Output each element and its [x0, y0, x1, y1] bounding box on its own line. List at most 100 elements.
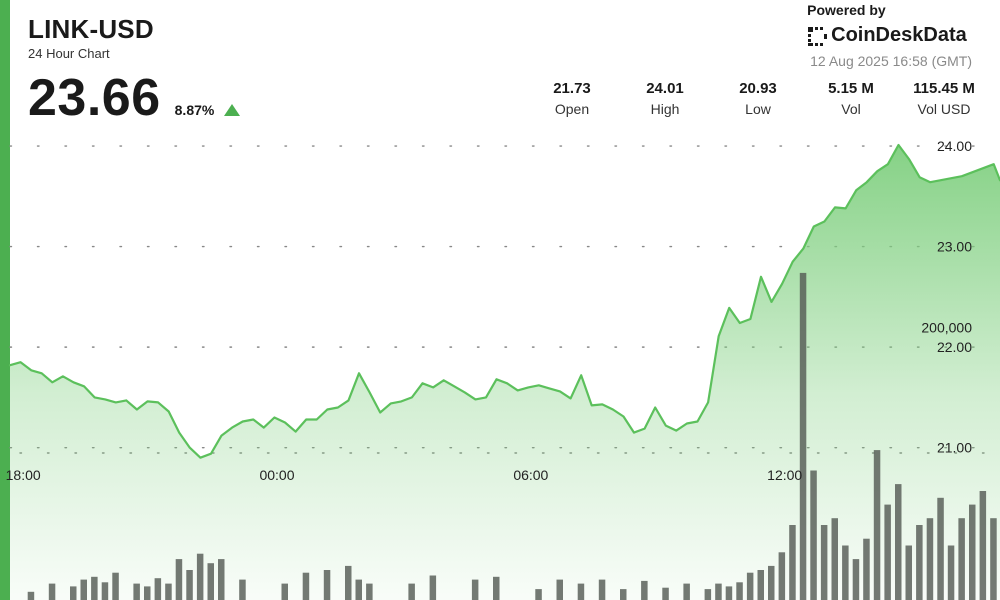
volume-bar [345, 565, 352, 600]
volume-bar [736, 582, 743, 600]
stat-value: 115.45 M [913, 80, 975, 97]
price-row: 23.66 8.87% [28, 68, 241, 128]
volume-bar [969, 504, 976, 600]
volume-bar [683, 583, 690, 600]
volume-bar [408, 583, 415, 600]
volume-bar [165, 583, 172, 600]
volume-bar [493, 576, 500, 600]
volume-bar [820, 525, 828, 600]
volume-bar [958, 518, 965, 600]
volume-bar [863, 538, 870, 600]
stat-label: Low [745, 101, 771, 117]
volume-bar [186, 570, 193, 600]
current-price: 23.66 [28, 69, 161, 127]
volume-bar [535, 589, 542, 600]
stat-value: 24.01 [646, 80, 684, 97]
volume-bar [778, 552, 786, 600]
volume-bar [471, 579, 479, 600]
volume-bar [302, 572, 310, 600]
ticker-header: LINK-USD 24 Hour Chart [28, 14, 154, 61]
stat-value: 5.15 M [828, 80, 874, 97]
left-accent-bar [0, 0, 10, 600]
volume-bar [831, 518, 838, 600]
volume-bar [715, 583, 722, 600]
volume-bar [48, 583, 56, 600]
stat-label: Open [554, 101, 590, 117]
coindesk-logo-icon [808, 26, 828, 46]
volume-bar [757, 570, 764, 600]
volume-bar [873, 450, 881, 600]
volume-bar [133, 583, 140, 600]
y-tick-label: 21.00 [937, 440, 972, 456]
stat-low: 20.93 Low [708, 80, 808, 117]
volume-tick-label: 200,000 [921, 319, 972, 335]
volume-bar [947, 545, 955, 600]
volume-bar [725, 586, 733, 600]
x-tick-label: 18:00 [6, 467, 41, 483]
ticker-symbol: LINK-USD [28, 14, 154, 44]
volume-bar [577, 583, 585, 600]
arrow-up-icon [224, 104, 241, 116]
x-tick-label: 06:00 [513, 467, 548, 483]
volume-bar [768, 565, 775, 600]
volume-bar [598, 579, 606, 600]
stats-row: 21.73 Open 24.01 High 20.93 Low 5.15 M V… [520, 80, 980, 124]
volume-bar [746, 572, 754, 600]
x-tick-label: 12:00 [767, 467, 802, 483]
stat-open: 21.73 Open [522, 80, 622, 117]
volume-bar [704, 589, 712, 600]
volume-bar [852, 559, 860, 600]
volume-bar [810, 470, 817, 600]
volume-bar [884, 504, 891, 600]
volume-bar [101, 582, 109, 600]
stat-label: Vol USD [917, 101, 971, 117]
volume-bar [218, 559, 225, 600]
volume-bar [662, 587, 669, 600]
y-tick-label: 23.00 [937, 239, 972, 255]
timestamp: 12 Aug 2025 16:58 (GMT) [810, 53, 972, 69]
volume-bar [239, 579, 246, 600]
volume-bar [27, 591, 35, 600]
volume-bar [556, 579, 563, 600]
stat-high: 24.01 High [615, 80, 715, 117]
volume-bar [937, 497, 944, 600]
volume-bar [366, 583, 373, 600]
volume-bar [154, 578, 162, 600]
volume-bar [990, 518, 997, 600]
stat-value: 20.93 [739, 80, 777, 97]
brand-name: CoinDeskData [831, 24, 967, 46]
y-tick-label: 24.00 [937, 138, 972, 154]
volume-bar [789, 525, 796, 600]
powered-by-label: Powered by [807, 2, 886, 18]
volume-bar [196, 553, 204, 600]
volume-bar [926, 518, 934, 600]
volume-bar [175, 559, 183, 600]
stat-label: Vol [841, 101, 861, 117]
stat-value: 21.73 [553, 80, 591, 97]
volume-bar [91, 576, 98, 600]
volume-bar [429, 575, 437, 600]
volume-bar [979, 491, 987, 600]
chart-subtitle: 24 Hour Chart [28, 46, 110, 61]
stat-vol: 5.15 M Vol [801, 80, 901, 117]
volume-bar [842, 545, 849, 600]
stat-vol-usd: 115.45 M Vol USD [894, 80, 994, 117]
volume-bar [207, 563, 214, 600]
volume-bar [70, 586, 77, 600]
volume-bar [641, 580, 648, 600]
price-change-percent: 8.87% [174, 102, 215, 118]
y-tick-label: 22.00 [937, 339, 972, 355]
x-tick-label: 00:00 [259, 467, 294, 483]
price-line [8, 143, 1000, 459]
volume-bar [905, 545, 912, 600]
volume-bar [112, 572, 119, 600]
volume-bar [355, 579, 362, 600]
stat-label: High [650, 101, 680, 117]
volume-bar [323, 570, 331, 600]
volume-bar [916, 525, 923, 600]
brand-block: Powered by CoinDeskData 12 Aug 2025 16:5… [807, 2, 972, 69]
volume-bar [799, 272, 807, 600]
volume-bar [144, 586, 151, 600]
volume-bar [895, 484, 902, 600]
